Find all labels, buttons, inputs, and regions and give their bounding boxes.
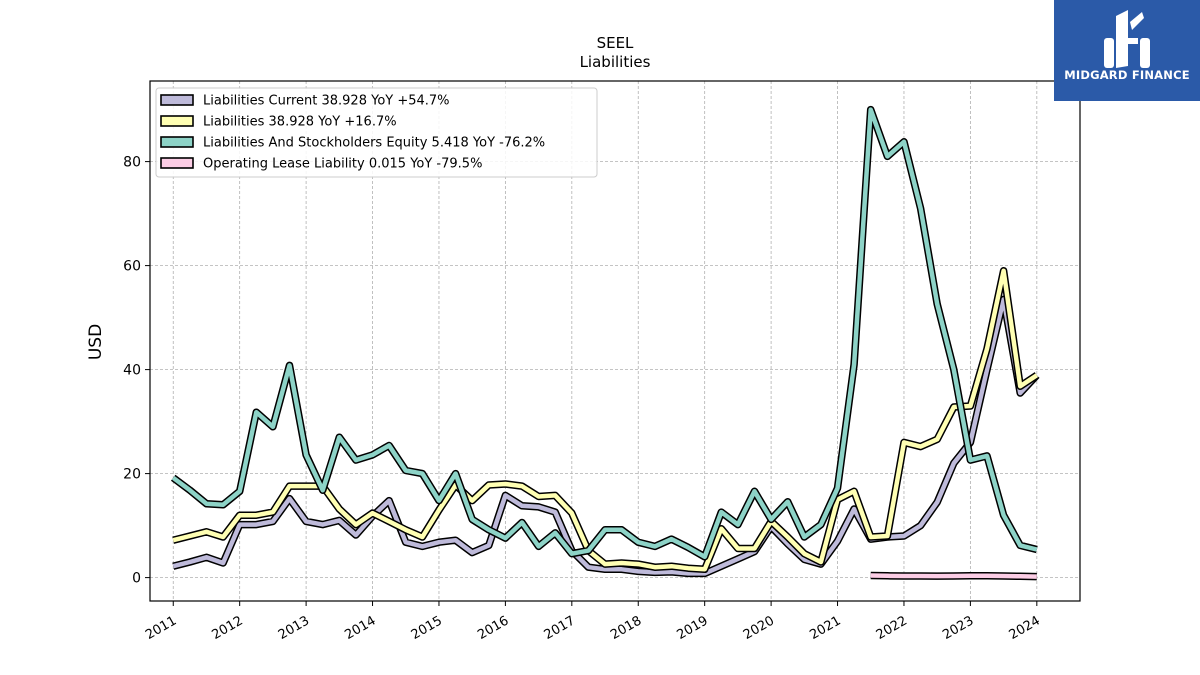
legend-swatch [160, 136, 194, 148]
series-line [870, 573, 1037, 579]
series-line [171, 107, 1038, 560]
x-tick-label: 2022 [874, 613, 910, 643]
legend-swatch [160, 115, 194, 127]
x-tick-label: 2011 [143, 613, 179, 643]
legend-label: Liabilities 38.928 YoY +16.7% [203, 115, 397, 130]
legend-swatch [160, 157, 194, 169]
x-tick-label: 2014 [342, 613, 378, 643]
brand-mark-icon [1104, 10, 1150, 68]
brand-name: MIDGARD FINANCE [1064, 68, 1190, 82]
x-tick-label: 2021 [807, 613, 843, 643]
x-tick-label: 2017 [542, 613, 578, 643]
plot-frame [149, 80, 1081, 602]
x-tick-label: 2020 [741, 613, 777, 643]
x-tick-label: 2024 [1007, 613, 1043, 643]
x-tick-label: 2016 [475, 613, 511, 643]
legend-label: Liabilities And Stockholders Equity 5.41… [203, 136, 545, 151]
chart-title: SEEL [597, 34, 634, 52]
legend-label: Liabilities Current 38.928 YoY +54.7% [203, 94, 450, 109]
legend: Liabilities Current 38.928 YoY +54.7% Lia… [155, 87, 598, 178]
x-tick-label: 2019 [675, 613, 711, 643]
x-tick-label: 2023 [940, 613, 976, 643]
legend-box [155, 87, 598, 178]
y-tick-label: 40 [123, 363, 141, 379]
y-tick-label: 20 [123, 467, 141, 483]
legend-swatch [160, 94, 194, 106]
chart-subtitle: Liabilities [580, 53, 651, 71]
y-tick-label: 0 [132, 571, 141, 587]
y-axis-label: USD [86, 324, 106, 360]
y-tick-label: 60 [123, 259, 141, 275]
x-tick-label: 2012 [210, 613, 246, 643]
axes: 0 20 40 60 80 2011 2012 2013 2014 2015 2016 2017 201… [123, 155, 1043, 643]
series-line [172, 297, 1039, 576]
brand-logo: MIDGARD FINANCE [1054, 0, 1200, 101]
y-tick-label: 80 [123, 155, 141, 171]
x-tick-label: 2013 [276, 613, 312, 643]
x-tick-label: 2015 [409, 613, 445, 643]
legend-label: Operating Lease Liability 0.015 YoY -79.… [203, 157, 482, 172]
series-group [170, 105, 1040, 581]
x-tick-label: 2018 [608, 613, 644, 643]
